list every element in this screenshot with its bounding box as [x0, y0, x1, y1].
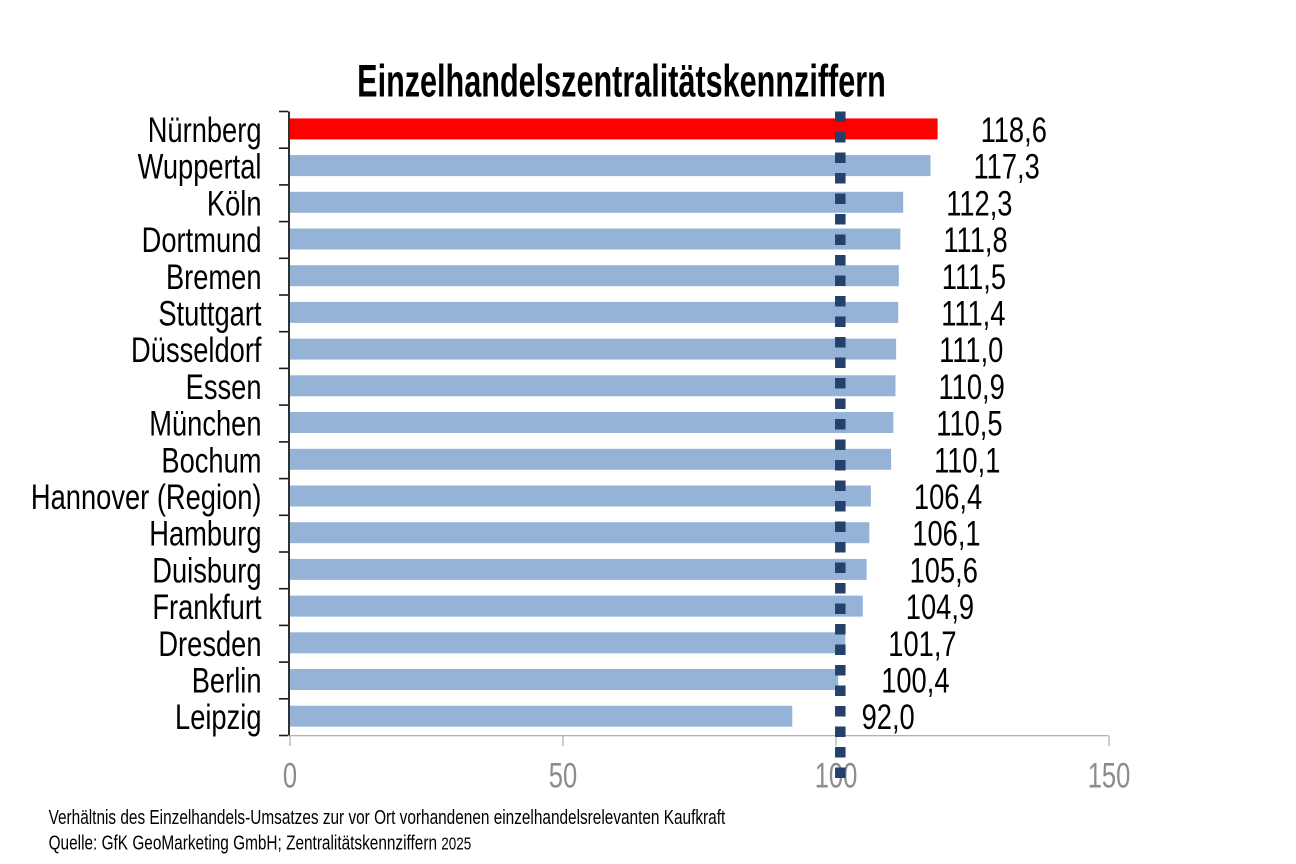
svg-text:106,4: 106,4 [914, 478, 982, 517]
svg-text:111,4: 111,4 [941, 294, 1005, 333]
svg-text:Bremen: Bremen [166, 258, 262, 297]
svg-text:111,0: 111,0 [939, 331, 1003, 370]
svg-text:Hannover (Region): Hannover (Region) [31, 478, 262, 517]
svg-text:111,5: 111,5 [942, 258, 1006, 297]
svg-text:117,3: 117,3 [974, 147, 1040, 186]
svg-text:50: 50 [549, 756, 577, 795]
svg-text:München: München [149, 404, 261, 443]
svg-text:Düsseldorf: Düsseldorf [131, 331, 262, 370]
svg-text:Berlin: Berlin [192, 661, 262, 700]
svg-text:105,6: 105,6 [910, 551, 978, 590]
svg-text:Bochum: Bochum [161, 441, 261, 480]
svg-text:106,1: 106,1 [912, 514, 980, 553]
svg-text:Quelle: GfK GeoMarketing GmbH;: Quelle: GfK GeoMarketing GmbH; Zentralit… [49, 832, 472, 854]
svg-text:Essen: Essen [186, 368, 262, 407]
svg-text:111,8: 111,8 [943, 221, 1007, 260]
svg-text:Leipzig: Leipzig [175, 698, 261, 737]
svg-text:104,9: 104,9 [906, 588, 974, 627]
svg-text:Dortmund: Dortmund [142, 221, 262, 260]
svg-text:Dresden: Dresden [158, 625, 261, 664]
svg-text:110,5: 110,5 [936, 404, 1002, 443]
svg-text:118,6: 118,6 [981, 111, 1047, 150]
svg-text:Nürnberg: Nürnberg [148, 111, 262, 150]
svg-text:Köln: Köln [207, 184, 262, 223]
svg-text:Verhältnis des Einzelhandels-U: Verhältnis des Einzelhandels-Umsatzes zu… [49, 806, 726, 828]
svg-text:Hamburg: Hamburg [149, 514, 261, 553]
svg-text:112,3: 112,3 [946, 184, 1012, 223]
svg-text:Frankfurt: Frankfurt [152, 588, 261, 627]
svg-text:Wuppertal: Wuppertal [138, 147, 262, 186]
svg-text:92,0: 92,0 [862, 698, 915, 737]
svg-text:100,4: 100,4 [881, 661, 949, 700]
svg-text:110,1: 110,1 [934, 441, 1000, 480]
svg-text:150: 150 [1088, 756, 1131, 795]
svg-text:Stuttgart: Stuttgart [158, 294, 261, 333]
svg-text:101,7: 101,7 [888, 625, 956, 664]
svg-text:Duisburg: Duisburg [152, 551, 261, 590]
svg-text:Einzelhandelszentralitätskennz: Einzelhandelszentralitätskennziffern [357, 57, 886, 107]
svg-text:110,9: 110,9 [939, 368, 1005, 407]
svg-text:0: 0 [283, 756, 297, 795]
